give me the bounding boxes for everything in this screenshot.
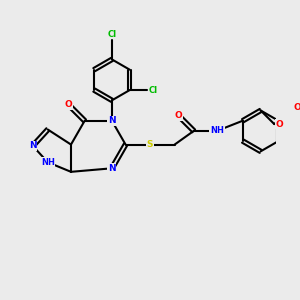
Text: O: O bbox=[175, 111, 183, 120]
Text: O: O bbox=[294, 103, 300, 112]
Text: N: N bbox=[108, 164, 116, 173]
Text: Cl: Cl bbox=[107, 30, 116, 39]
Text: S: S bbox=[147, 140, 153, 149]
Text: NH: NH bbox=[41, 158, 55, 167]
Text: O: O bbox=[64, 100, 72, 109]
Text: NH: NH bbox=[210, 126, 224, 135]
Text: O: O bbox=[276, 120, 283, 129]
Text: Cl: Cl bbox=[149, 85, 158, 94]
Text: N: N bbox=[108, 116, 116, 125]
Text: N: N bbox=[29, 141, 37, 150]
